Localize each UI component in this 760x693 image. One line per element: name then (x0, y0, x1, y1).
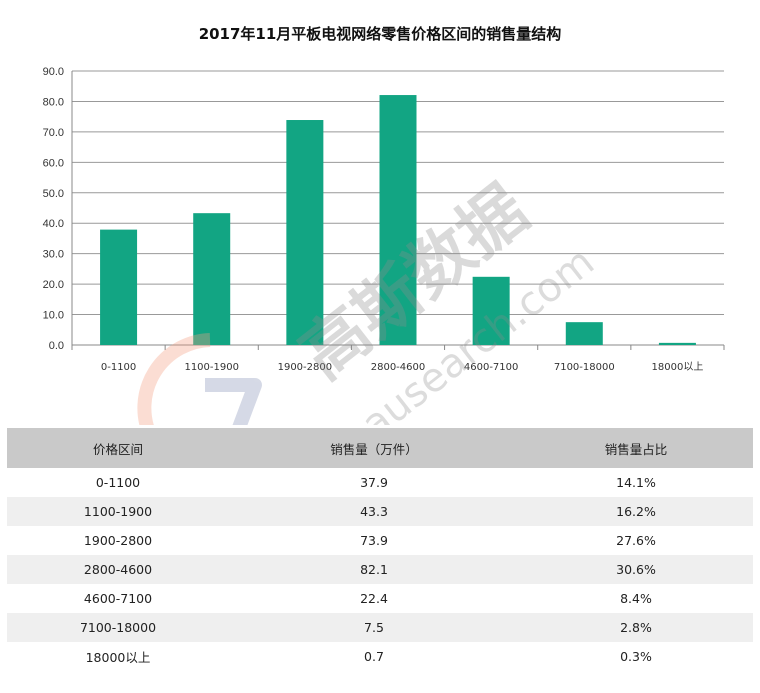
cell-price-range: 2800-4600 (7, 555, 229, 584)
y-tick-label: 60.0 (43, 157, 64, 169)
bar-4600-7100 (472, 276, 510, 345)
table-row: 1900-2800 73.9 27.6% (7, 526, 753, 555)
header-price-range: 价格区间 (7, 428, 229, 468)
cell-sales-volume: 7.5 (229, 613, 519, 642)
x-tick-label: 1900-2800 (278, 362, 333, 373)
cell-sales-volume: 0.7 (364, 649, 384, 664)
bar-0-1100 (100, 229, 138, 345)
watermark-logo (137, 333, 262, 425)
table-header-row: 价格区间 销售量（万件） 销售量占比 (7, 428, 753, 468)
y-tick-label: 70.0 (43, 127, 64, 139)
cell-sales-volume: 37.9 (360, 475, 388, 490)
cell-price-range: 7100-18000 (7, 613, 229, 642)
header-sales-volume: 销售量（万件） (229, 428, 519, 468)
y-tick-label: 50.0 (43, 188, 64, 200)
table-row: 0-1100 37.9 14.1% (7, 468, 753, 497)
bar-7100-18000 (565, 322, 603, 345)
data-table: 价格区间 销售量（万件） 销售量占比 0-1100 37.9 14.1% 110… (7, 428, 753, 671)
x-tick-label: 7100-18000 (554, 362, 615, 373)
x-tick-label: 4600-7100 (464, 362, 519, 373)
table-row: 4600-7100 22.4 8.4% (7, 584, 753, 613)
y-tick-label: 80.0 (43, 96, 64, 108)
x-tick-label: 2800-4600 (371, 362, 426, 373)
cell-price-range: 18000以上 (85, 650, 151, 665)
cell-sales-share: 27.6% (616, 533, 656, 548)
x-axis-ticks: 0-1100 1100-1900 1900-2800 2800-4600 4600-71… (71, 345, 725, 373)
cell-price-range: 4600-7100 (83, 591, 153, 606)
y-tick-label: 40.0 (43, 218, 64, 230)
cell-sales-share: 0.3% (620, 649, 652, 664)
cell-sales-volume: 22.4 (360, 591, 388, 606)
chart-bars (100, 95, 696, 345)
y-tick-label: 30.0 (43, 249, 64, 261)
bar-1900-2800 (286, 120, 324, 345)
chart: 2017年11月平板电视网络零售价格区间的销售量结构 0.0 10.0 20.0 30… (43, 25, 725, 425)
cell-sales-volume: 43.3 (229, 497, 519, 526)
cell-sales-share: 8.4% (620, 591, 652, 606)
y-axis-ticks: 0.0 10.0 20.0 30.0 40.0 50.0 60.0 70.0 80.0 90.0 (43, 66, 64, 352)
x-tick-label: 0-1100 (101, 362, 136, 373)
chart-title: 2017年11月平板电视网络零售价格区间的销售量结构 (199, 25, 562, 43)
cell-sales-share: 2.8% (519, 613, 753, 642)
table-row: 1100-1900 43.3 16.2% (7, 497, 753, 526)
cell-sales-share: 14.1% (616, 475, 656, 490)
cell-sales-volume: 73.9 (360, 533, 388, 548)
table-row: 7100-18000 7.5 2.8% (7, 613, 753, 642)
cell-price-range: 0-1100 (95, 475, 141, 490)
cell-price-range: 1900-2800 (83, 533, 153, 548)
bar-1100-1900 (193, 213, 231, 345)
x-tick-label: 1100-1900 (184, 362, 239, 373)
y-tick-label: 20.0 (43, 279, 64, 291)
bar-2800-4600 (379, 95, 417, 345)
cell-sales-share: 30.6% (519, 555, 753, 584)
cell-price-range: 1100-1900 (7, 497, 229, 526)
cell-sales-share: 16.2% (519, 497, 753, 526)
x-tick-label: 18000以上 (652, 361, 704, 373)
y-tick-label: 0.0 (49, 340, 64, 352)
bar-18000以上 (658, 342, 696, 345)
header-sales-share: 销售量占比 (519, 428, 753, 468)
table-row: 18000以上 0.7 0.3% (7, 642, 753, 671)
y-tick-label: 10.0 (43, 310, 64, 322)
cell-sales-volume: 82.1 (229, 555, 519, 584)
table-row: 2800-4600 82.1 30.6% (7, 555, 753, 584)
y-tick-label: 90.0 (43, 66, 64, 78)
